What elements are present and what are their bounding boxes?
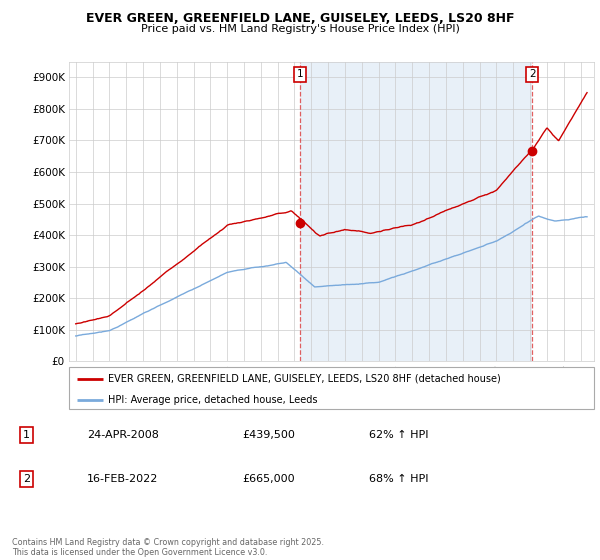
Text: 1: 1 <box>296 69 303 79</box>
Text: 2: 2 <box>23 474 30 484</box>
Text: 24-APR-2008: 24-APR-2008 <box>87 430 159 440</box>
FancyBboxPatch shape <box>69 367 594 409</box>
Text: EVER GREEN, GREENFIELD LANE, GUISELEY, LEEDS, LS20 8HF (detached house): EVER GREEN, GREENFIELD LANE, GUISELEY, L… <box>109 374 501 384</box>
Text: EVER GREEN, GREENFIELD LANE, GUISELEY, LEEDS, LS20 8HF: EVER GREEN, GREENFIELD LANE, GUISELEY, L… <box>86 12 514 25</box>
Text: 68% ↑ HPI: 68% ↑ HPI <box>369 474 428 484</box>
Text: HPI: Average price, detached house, Leeds: HPI: Average price, detached house, Leed… <box>109 395 318 404</box>
Text: Price paid vs. HM Land Registry's House Price Index (HPI): Price paid vs. HM Land Registry's House … <box>140 24 460 34</box>
Text: 2: 2 <box>529 69 535 79</box>
Text: 62% ↑ HPI: 62% ↑ HPI <box>369 430 428 440</box>
Text: £665,000: £665,000 <box>242 474 295 484</box>
Text: 1: 1 <box>23 430 30 440</box>
Text: 16-FEB-2022: 16-FEB-2022 <box>87 474 158 484</box>
Text: Contains HM Land Registry data © Crown copyright and database right 2025.
This d: Contains HM Land Registry data © Crown c… <box>12 538 324 557</box>
Text: £439,500: £439,500 <box>242 430 295 440</box>
Bar <box>300 62 532 361</box>
